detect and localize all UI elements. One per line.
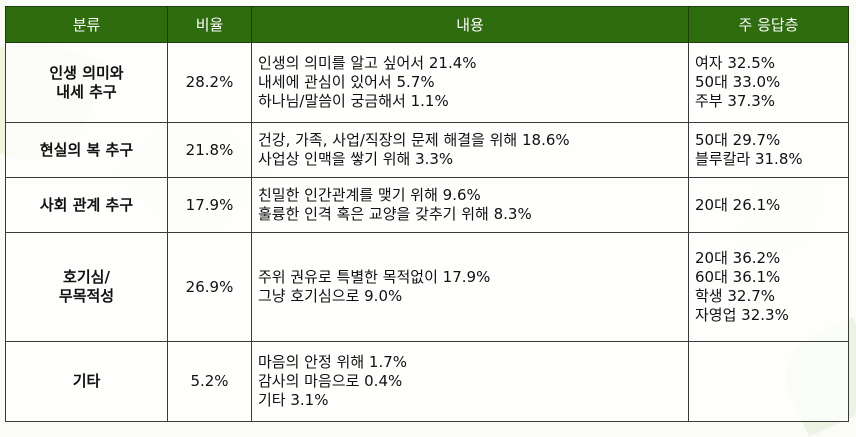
category-text: 인생 의미와 <box>49 63 124 82</box>
content-cell: 친밀한 인간관계를 맺기 위해 9.6% 훌륭한 인격 혹은 교양을 갖추기 위… <box>251 177 689 233</box>
table-row: 호기심/ 무목적성 26.9% 주위 권유로 특별한 목적없이 17.9% 그냥… <box>5 232 849 342</box>
content-cell: 인생의 의미를 알고 싶어서 21.4% 내세에 관심이 있어서 5.7% 하나… <box>251 42 689 123</box>
ratio-cell: 28.2% <box>167 42 252 123</box>
category-cell: 현실의 복 추구 <box>5 122 168 178</box>
ratio-cell: 26.9% <box>167 232 252 342</box>
category-text: 사회 관계 추구 <box>39 195 134 214</box>
ratio-cell: 5.2% <box>167 341 252 422</box>
content-cell: 건강, 가족, 사업/직장의 문제 해결을 위해 18.6% 사업상 인맥을 쌓… <box>251 122 689 178</box>
category-cell: 기타 <box>5 341 168 422</box>
content-line: 감사의 마음으로 0.4% <box>258 372 403 390</box>
table-row: 인생 의미와 내세 추구 28.2% 인생의 의미를 알고 싶어서 21.4% … <box>5 42 849 123</box>
respondents-cell: 20대 26.1% <box>688 177 849 233</box>
content-line: 그냥 호기심으로 9.0% <box>258 287 403 305</box>
category-cell: 인생 의미와 내세 추구 <box>5 42 168 123</box>
table-header-row: 분류 비율 내용 주 응답층 <box>5 6 849 43</box>
ratio-cell: 17.9% <box>167 177 252 233</box>
content-line: 내세에 관심이 있어서 5.7% <box>258 73 435 91</box>
respondent-line: 학생 32.7% <box>695 287 776 305</box>
header-category: 분류 <box>5 6 168 43</box>
category-text: 무목적성 <box>58 287 115 305</box>
respondent-line: 블루칼라 31.8% <box>695 150 803 168</box>
respondents-cell: 50대 29.7% 블루칼라 31.8% <box>688 122 849 178</box>
respondents-cell: 20대 36.2% 60대 36.1% 학생 32.7% 자영업 32.3% <box>688 232 849 342</box>
respondent-line: 자영업 32.3% <box>695 306 789 324</box>
header-respondents: 주 응답층 <box>688 6 849 43</box>
table-row: 기타 5.2% 마음의 안정 위해 1.7% 감사의 마음으로 0.4% 기타 … <box>5 341 849 422</box>
content-cell: 마음의 안정 위해 1.7% 감사의 마음으로 0.4% 기타 3.1% <box>251 341 689 422</box>
survey-table: 분류 비율 내용 주 응답층 인생 의미와 내세 추구 28.2% 인생의 의미… <box>5 6 849 422</box>
header-content: 내용 <box>251 6 689 43</box>
respondent-line: 60대 36.1% <box>695 268 781 286</box>
content-line: 주위 권유로 특별한 목적없이 17.9% <box>258 268 491 286</box>
respondent-line: 여자 32.5% <box>695 54 776 72</box>
table-row: 현실의 복 추구 21.8% 건강, 가족, 사업/직장의 문제 해결을 위해 … <box>5 122 849 178</box>
ratio-cell: 21.8% <box>167 122 252 178</box>
content-line: 훌륭한 인격 혹은 교양을 갖추기 위해 8.3% <box>258 205 532 223</box>
respondent-line: 주부 37.3% <box>695 92 776 110</box>
content-line: 건강, 가족, 사업/직장의 문제 해결을 위해 18.6% <box>258 131 570 149</box>
category-text: 현실의 복 추구 <box>39 140 134 159</box>
category-text: 호기심/ <box>63 268 110 286</box>
respondent-line: 50대 33.0% <box>695 73 781 91</box>
category-text: 내세 추구 <box>56 82 117 101</box>
content-line: 인생의 의미를 알고 싶어서 21.4% <box>258 54 477 72</box>
content-line: 친밀한 인간관계를 맺기 위해 9.6% <box>258 186 481 204</box>
content-line: 하나님/말씀이 궁금해서 1.1% <box>258 92 449 110</box>
respondent-line: 50대 29.7% <box>695 131 781 149</box>
category-cell: 사회 관계 추구 <box>5 177 168 233</box>
header-ratio: 비율 <box>167 6 252 43</box>
category-text: 기타 <box>72 372 101 390</box>
content-line: 기타 3.1% <box>258 391 329 409</box>
respondent-line: 20대 26.1% <box>695 195 781 214</box>
content-line: 사업상 인맥을 쌓기 위해 3.3% <box>258 150 454 168</box>
category-cell: 호기심/ 무목적성 <box>5 232 168 342</box>
respondent-line: 20대 36.2% <box>695 249 781 267</box>
table-row: 사회 관계 추구 17.9% 친밀한 인간관계를 맺기 위해 9.6% 훌륭한 … <box>5 177 849 233</box>
respondents-cell <box>688 341 849 422</box>
content-cell: 주위 권유로 특별한 목적없이 17.9% 그냥 호기심으로 9.0% <box>251 232 689 342</box>
content-line: 마음의 안정 위해 1.7% <box>258 353 408 371</box>
respondents-cell: 여자 32.5% 50대 33.0% 주부 37.3% <box>688 42 849 123</box>
